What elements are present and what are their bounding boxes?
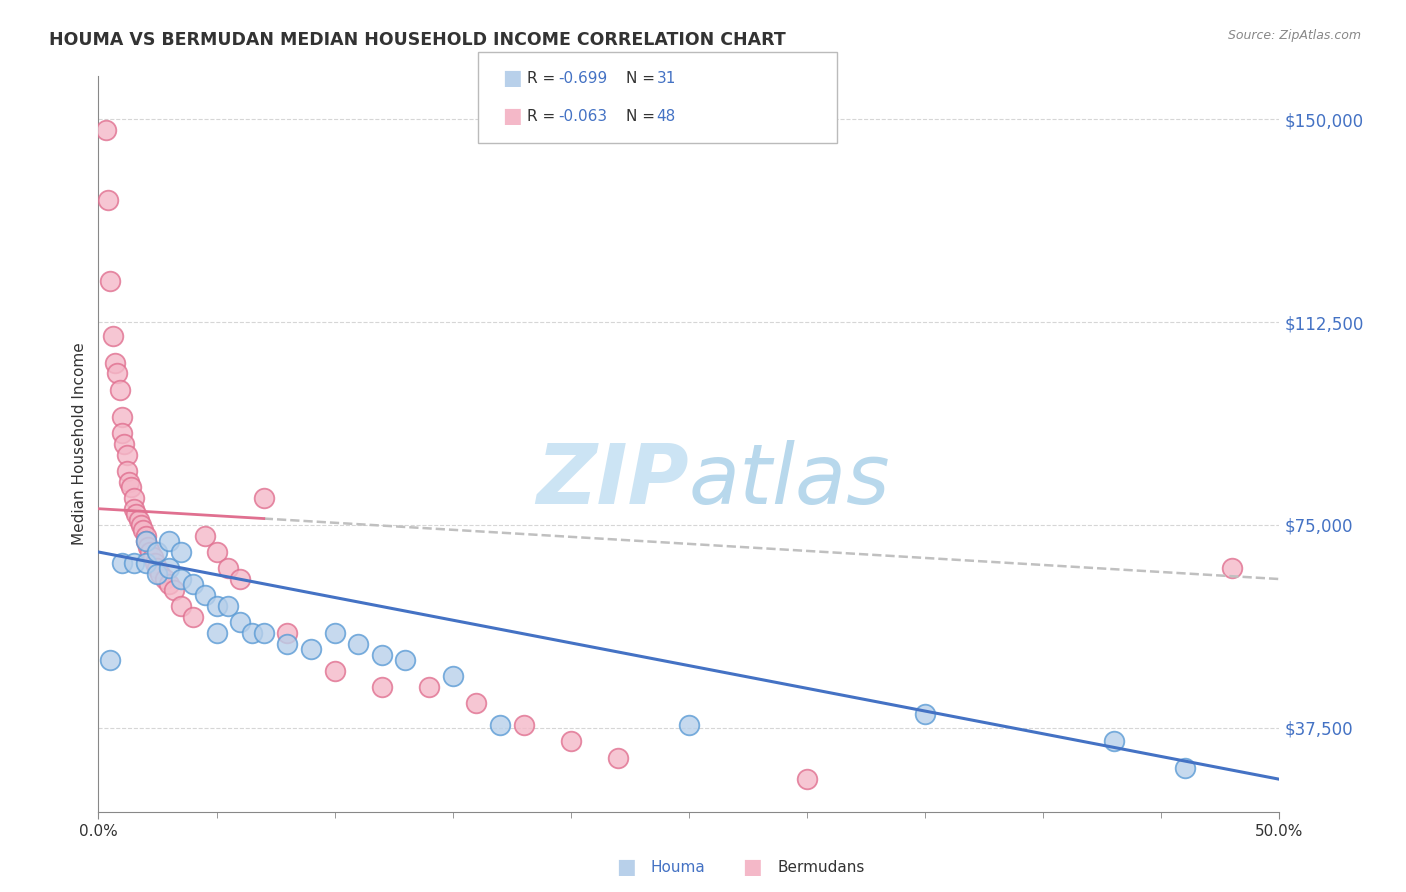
Point [98, 275, 121, 289]
Point [1174, 761, 1197, 775]
Point [205, 545, 228, 559]
Point [1102, 734, 1125, 748]
Point [678, 718, 700, 732]
Point [111, 409, 134, 424]
Text: Bermudans: Bermudans [778, 860, 865, 874]
Text: atlas: atlas [689, 440, 890, 521]
Text: N =: N = [626, 109, 659, 124]
Point [153, 572, 176, 586]
Text: ■: ■ [502, 69, 522, 88]
Point [240, 626, 263, 640]
Point [253, 626, 276, 640]
Point [170, 572, 193, 586]
Point [163, 582, 186, 597]
Point [115, 448, 138, 462]
Point [607, 750, 630, 764]
Text: N =: N = [626, 70, 659, 86]
Point [253, 491, 276, 505]
Point [347, 637, 370, 651]
Point [323, 626, 346, 640]
Text: HOUMA VS BERMUDAN MEDIAN HOUSEHOLD INCOME CORRELATION CHART: HOUMA VS BERMUDAN MEDIAN HOUSEHOLD INCOM… [49, 31, 786, 49]
Point [122, 556, 145, 570]
Point [299, 642, 322, 657]
Point [418, 680, 440, 694]
Point [217, 599, 239, 613]
Point [229, 572, 252, 586]
Point [914, 707, 936, 722]
Point [132, 524, 155, 538]
Point [104, 356, 127, 370]
Text: 31: 31 [657, 70, 676, 86]
Point [135, 534, 157, 549]
Text: R =: R = [527, 70, 561, 86]
Point [465, 697, 488, 711]
Point [143, 556, 166, 570]
Point [194, 529, 217, 543]
Point [371, 680, 394, 694]
Point [122, 501, 145, 516]
Point [157, 577, 180, 591]
Point [128, 512, 150, 526]
Point [122, 491, 145, 505]
Point [205, 626, 228, 640]
Point [111, 556, 134, 570]
Point [142, 550, 165, 565]
Point [394, 653, 416, 667]
Point [181, 610, 204, 624]
Text: ■: ■ [502, 106, 522, 126]
Point [229, 615, 252, 630]
Text: 48: 48 [657, 109, 676, 124]
Text: -0.063: -0.063 [558, 109, 607, 124]
Point [101, 328, 124, 343]
Point [146, 561, 169, 575]
Point [146, 566, 169, 581]
Point [217, 561, 239, 575]
Point [136, 540, 159, 554]
Point [441, 669, 464, 683]
Point [121, 480, 143, 494]
Point [149, 566, 172, 581]
Point [115, 464, 138, 478]
Point [194, 588, 217, 602]
Text: R =: R = [527, 109, 561, 124]
Text: Houma: Houma [651, 860, 706, 874]
Point [170, 599, 193, 613]
Text: ■: ■ [616, 857, 636, 877]
Y-axis label: Median Household Income: Median Household Income [72, 343, 87, 545]
Point [371, 648, 394, 662]
Point [157, 534, 180, 549]
Point [125, 507, 148, 521]
Text: Source: ZipAtlas.com: Source: ZipAtlas.com [1227, 29, 1361, 42]
Point [118, 475, 141, 489]
Point [1220, 561, 1243, 575]
Point [111, 425, 134, 440]
Point [146, 545, 169, 559]
Point [129, 517, 152, 532]
Point [170, 545, 193, 559]
Point [205, 599, 228, 613]
Point [323, 664, 346, 678]
Point [796, 772, 818, 787]
Point [276, 626, 298, 640]
Text: -0.699: -0.699 [558, 70, 607, 86]
Point [276, 637, 298, 651]
Point [94, 123, 117, 137]
Point [105, 367, 128, 381]
Point [98, 653, 121, 667]
Point [139, 545, 162, 559]
Point [489, 718, 512, 732]
Text: ■: ■ [742, 857, 762, 877]
Point [181, 577, 204, 591]
Point [560, 734, 582, 748]
Point [112, 436, 135, 450]
Text: ZIP: ZIP [536, 440, 689, 521]
Point [157, 561, 180, 575]
Point [512, 718, 534, 732]
Point [108, 383, 131, 397]
Point [97, 194, 120, 208]
Point [135, 534, 157, 549]
Point [135, 556, 157, 570]
Point [135, 529, 157, 543]
